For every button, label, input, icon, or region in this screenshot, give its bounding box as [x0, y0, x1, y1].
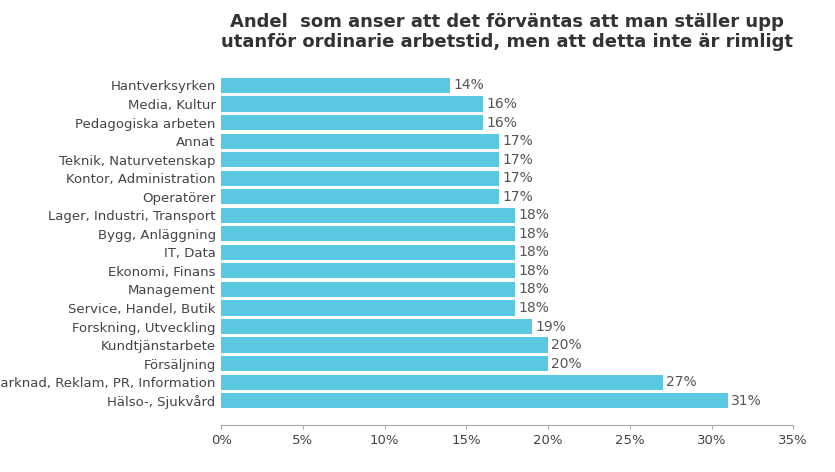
- Text: 17%: 17%: [503, 190, 533, 204]
- Text: 20%: 20%: [551, 357, 582, 371]
- Bar: [221, 170, 499, 186]
- Text: 18%: 18%: [519, 245, 549, 259]
- Bar: [221, 208, 515, 223]
- Text: 27%: 27%: [665, 375, 696, 389]
- Text: 18%: 18%: [519, 301, 549, 315]
- Bar: [221, 134, 499, 149]
- Text: 18%: 18%: [519, 208, 549, 222]
- Text: 17%: 17%: [503, 134, 533, 148]
- Text: 17%: 17%: [503, 152, 533, 167]
- Title: Andel  som anser att det förväntas att man ställer upp
utanför ordinarie arbetst: Andel som anser att det förväntas att ma…: [221, 13, 793, 51]
- Text: 19%: 19%: [535, 320, 566, 334]
- Text: 17%: 17%: [503, 171, 533, 185]
- Bar: [221, 189, 499, 204]
- Bar: [221, 337, 548, 353]
- Bar: [221, 226, 515, 241]
- Bar: [221, 152, 499, 167]
- Bar: [221, 115, 483, 130]
- Bar: [221, 263, 515, 278]
- Text: 18%: 18%: [519, 264, 549, 278]
- Bar: [221, 356, 548, 371]
- Text: 31%: 31%: [731, 394, 762, 408]
- Bar: [221, 245, 515, 260]
- Text: 14%: 14%: [453, 78, 484, 93]
- Text: 16%: 16%: [486, 116, 517, 129]
- Bar: [221, 375, 662, 390]
- Text: 16%: 16%: [486, 97, 517, 111]
- Bar: [221, 96, 483, 111]
- Bar: [221, 393, 728, 408]
- Text: 20%: 20%: [551, 338, 582, 352]
- Bar: [221, 319, 532, 334]
- Bar: [221, 282, 515, 297]
- Text: 18%: 18%: [519, 282, 549, 296]
- Bar: [221, 78, 450, 93]
- Text: 18%: 18%: [519, 227, 549, 241]
- Bar: [221, 300, 515, 316]
